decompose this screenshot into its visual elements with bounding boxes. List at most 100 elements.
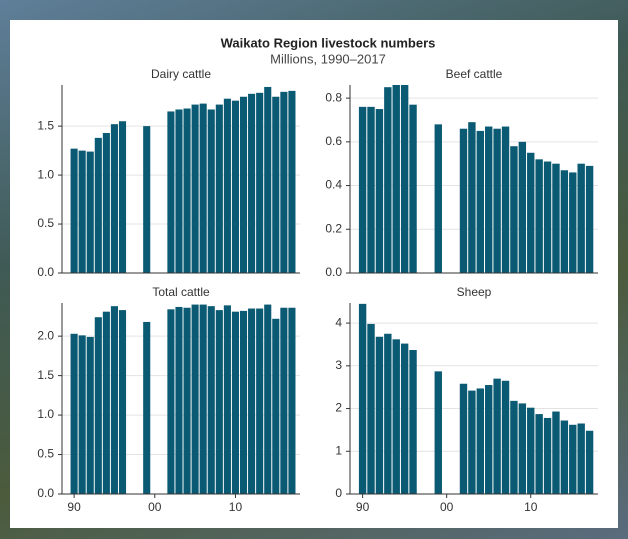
bar: [367, 324, 374, 494]
bar: [216, 105, 223, 273]
bar: [288, 91, 295, 273]
bar: [143, 322, 150, 494]
bar: [192, 305, 199, 494]
bar: [87, 152, 94, 273]
bar: [544, 162, 551, 273]
y-tick-label: 0.0: [325, 265, 342, 279]
bar: [460, 129, 467, 273]
y-tick-label: 1.5: [37, 118, 54, 132]
bar: [119, 310, 126, 494]
y-tick-label: 0.4: [325, 178, 342, 192]
bar: [577, 164, 584, 273]
bar: [485, 385, 492, 494]
y-tick-label: 1.0: [37, 167, 54, 181]
y-tick-label: 4: [335, 315, 342, 329]
bar: [184, 109, 191, 274]
bar: [502, 127, 509, 273]
bar: [175, 307, 182, 494]
bar: [111, 306, 118, 494]
y-tick-label: 0: [335, 486, 342, 500]
y-tick-label: 0.2: [325, 221, 342, 235]
bar: [468, 391, 475, 494]
bar: [248, 94, 255, 273]
bar: [192, 105, 199, 273]
y-tick-label: 1.5: [37, 368, 54, 382]
panel-title: Dairy cattle: [151, 67, 211, 81]
y-tick-label: 1.0: [37, 407, 54, 421]
bar: [384, 334, 391, 494]
bar: [200, 104, 207, 273]
bar: [240, 311, 247, 494]
bar: [384, 87, 391, 273]
bar: [119, 121, 126, 273]
bar: [552, 164, 559, 273]
bar: [561, 421, 568, 494]
bar: [248, 309, 255, 494]
y-tick-label: 1: [335, 443, 342, 457]
chart-title: Waikato Region livestock numbers: [221, 35, 436, 50]
y-tick-label: 0.5: [37, 216, 54, 230]
bar: [569, 425, 576, 494]
y-tick-label: 2.0: [37, 328, 54, 342]
bar: [435, 371, 442, 494]
bar: [519, 142, 526, 273]
bar: [216, 310, 223, 494]
bar: [95, 138, 102, 273]
bar: [586, 431, 593, 494]
bar: [359, 107, 366, 273]
bar: [460, 384, 467, 494]
bar: [232, 101, 239, 273]
bar: [71, 149, 78, 273]
panel-title: Beef cattle: [446, 67, 503, 81]
bar: [288, 308, 295, 494]
y-tick-label: 0.8: [325, 90, 342, 104]
bar: [409, 105, 416, 273]
bar: [477, 388, 484, 494]
bar: [167, 309, 174, 494]
bar: [435, 124, 442, 273]
bar: [79, 151, 86, 273]
bar: [401, 344, 408, 494]
bar: [224, 99, 231, 273]
bar: [510, 146, 517, 273]
bar: [272, 97, 279, 273]
x-tick-label: 90: [356, 500, 370, 514]
bar: [264, 87, 271, 273]
x-tick-label: 10: [229, 500, 243, 514]
bar: [256, 309, 263, 494]
page: Waikato Region livestock numbers Million…: [0, 0, 628, 539]
y-tick-label: 0.0: [37, 486, 54, 500]
bar: [393, 339, 400, 494]
chart-subtitle: Millions, 1990–2017: [270, 51, 386, 66]
bar: [552, 412, 559, 494]
bar: [493, 129, 500, 273]
bar: [208, 109, 215, 273]
bar: [468, 122, 475, 273]
bar: [510, 401, 517, 494]
bar: [111, 124, 118, 273]
bar: [401, 85, 408, 273]
bar: [175, 109, 182, 273]
bar: [393, 85, 400, 273]
bar: [477, 131, 484, 273]
bar: [493, 379, 500, 494]
y-tick-label: 0.6: [325, 134, 342, 148]
bar: [409, 350, 416, 494]
bar: [527, 153, 534, 273]
bar: [256, 93, 263, 273]
y-tick-label: 3: [335, 358, 342, 372]
bar: [167, 111, 174, 273]
panel-title: Sheep: [457, 285, 492, 299]
bar: [103, 133, 110, 273]
bar: [527, 408, 534, 494]
bar: [224, 305, 231, 494]
bar: [569, 172, 576, 273]
bar: [519, 403, 526, 494]
bar: [367, 107, 374, 273]
x-tick-label: 00: [440, 500, 454, 514]
bar: [87, 337, 94, 494]
bar: [586, 166, 593, 273]
y-tick-label: 0.0: [37, 265, 54, 279]
bar: [240, 97, 247, 273]
bar: [272, 319, 279, 494]
